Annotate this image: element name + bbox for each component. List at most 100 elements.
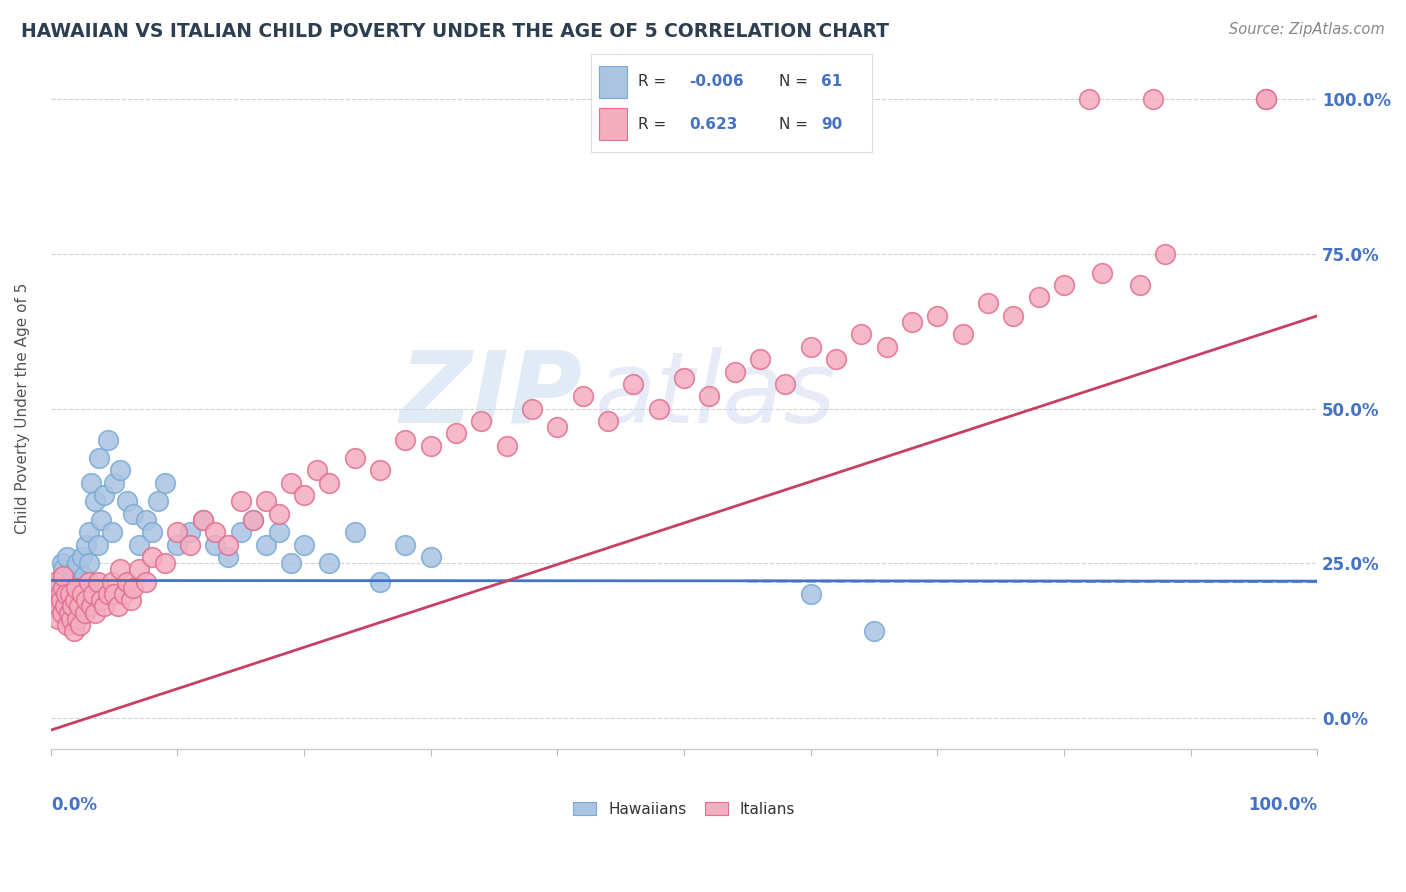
Point xyxy=(280,556,302,570)
Point xyxy=(977,296,1000,310)
Point xyxy=(52,562,75,576)
Point xyxy=(110,562,132,576)
Point xyxy=(53,599,76,614)
Point xyxy=(86,574,108,589)
Point xyxy=(87,451,110,466)
Point xyxy=(51,606,73,620)
Point xyxy=(128,538,150,552)
Point xyxy=(191,513,214,527)
Point xyxy=(153,556,176,570)
Point xyxy=(800,340,823,354)
Point xyxy=(672,370,695,384)
Point xyxy=(596,414,619,428)
Text: 0.623: 0.623 xyxy=(689,117,737,132)
Point xyxy=(318,556,340,570)
Point xyxy=(697,389,720,403)
Point xyxy=(242,513,264,527)
Point xyxy=(724,364,747,378)
Point xyxy=(115,574,138,589)
Point xyxy=(229,494,252,508)
Point xyxy=(166,525,188,540)
Point xyxy=(65,581,87,595)
Point xyxy=(141,525,163,540)
Point xyxy=(495,439,517,453)
Point xyxy=(343,525,366,540)
Point xyxy=(153,475,176,490)
Point xyxy=(48,587,70,601)
Point xyxy=(229,525,252,540)
Point xyxy=(84,494,107,508)
Point xyxy=(749,352,772,367)
Point xyxy=(51,556,73,570)
Point xyxy=(141,549,163,564)
Text: atlas: atlas xyxy=(595,346,837,443)
Point xyxy=(48,574,70,589)
Point xyxy=(1053,277,1076,292)
Point xyxy=(115,494,138,508)
Text: ZIP: ZIP xyxy=(399,346,582,443)
Text: R =: R = xyxy=(638,117,666,132)
Point xyxy=(254,494,277,508)
Point xyxy=(90,593,112,607)
Point xyxy=(280,475,302,490)
Point xyxy=(876,340,898,354)
Point xyxy=(444,426,467,441)
Point xyxy=(67,599,90,614)
Point xyxy=(75,593,97,607)
Point xyxy=(1256,92,1278,106)
Point xyxy=(419,439,441,453)
Point xyxy=(80,475,103,490)
Point xyxy=(120,593,142,607)
Text: 90: 90 xyxy=(821,117,842,132)
Point xyxy=(59,587,82,601)
Bar xyxy=(599,66,627,98)
Point xyxy=(135,574,157,589)
Point xyxy=(1028,290,1050,304)
Point xyxy=(58,606,80,620)
Point xyxy=(520,401,543,416)
Point xyxy=(60,599,83,614)
Point xyxy=(52,581,75,595)
Point xyxy=(72,574,94,589)
Point xyxy=(66,556,89,570)
Text: 61: 61 xyxy=(821,74,842,89)
Point xyxy=(1142,92,1164,106)
Point xyxy=(1256,92,1278,106)
Point xyxy=(49,593,72,607)
Point xyxy=(546,420,568,434)
Point xyxy=(66,612,89,626)
Point xyxy=(84,606,107,620)
Point xyxy=(97,587,120,601)
Point xyxy=(72,549,94,564)
Point xyxy=(242,513,264,527)
Point xyxy=(55,599,77,614)
Point xyxy=(952,327,974,342)
Point xyxy=(93,488,115,502)
Point xyxy=(825,352,848,367)
Point xyxy=(55,587,77,601)
Point xyxy=(53,574,76,589)
Point xyxy=(52,587,75,601)
Point xyxy=(148,494,170,508)
Point xyxy=(62,624,84,639)
Point xyxy=(122,507,145,521)
Point xyxy=(73,568,96,582)
Point xyxy=(368,463,391,477)
Point xyxy=(1078,92,1101,106)
Point xyxy=(56,549,79,564)
Point xyxy=(60,574,83,589)
Point xyxy=(72,587,94,601)
Point xyxy=(135,513,157,527)
Point xyxy=(318,475,340,490)
Point xyxy=(927,309,949,323)
Text: R =: R = xyxy=(638,74,666,89)
Text: -0.006: -0.006 xyxy=(689,74,744,89)
Point xyxy=(97,433,120,447)
Point xyxy=(63,562,86,576)
Point xyxy=(93,599,115,614)
Point xyxy=(100,574,122,589)
Point xyxy=(292,538,315,552)
Point xyxy=(800,587,823,601)
Point xyxy=(621,376,644,391)
Bar xyxy=(599,109,627,140)
